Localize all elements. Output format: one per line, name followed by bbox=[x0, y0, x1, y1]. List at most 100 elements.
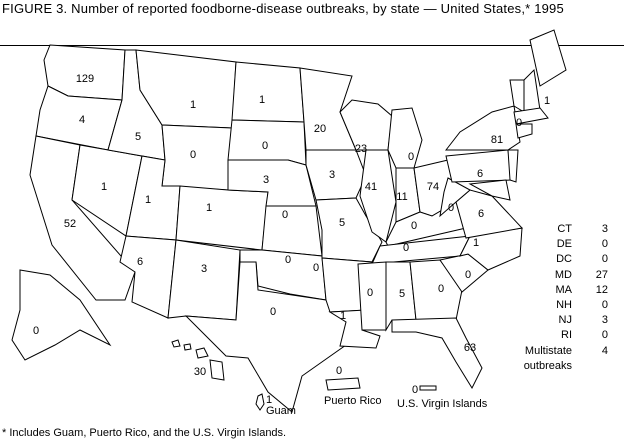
hawaii-island bbox=[171, 339, 181, 348]
state-value-ia: 3 bbox=[329, 169, 335, 181]
state-ks bbox=[261, 205, 323, 257]
legend-value: 3 bbox=[601, 223, 608, 235]
state-nj bbox=[507, 149, 519, 183]
legend-row: outbreaks bbox=[502, 359, 608, 374]
state-value-nv: 1 bbox=[101, 181, 107, 193]
state-value-ok: 0 bbox=[285, 254, 291, 266]
state-value-ne: 3 bbox=[263, 174, 269, 186]
state-value-co: 1 bbox=[206, 202, 212, 214]
state-value-ut: 1 bbox=[145, 194, 151, 206]
state-ga bbox=[409, 259, 463, 321]
state-value-or: 4 bbox=[79, 114, 85, 126]
state-value-ga: 0 bbox=[438, 283, 444, 295]
footnote: * Includes Guam, Puerto Rico, and the U.… bbox=[2, 427, 287, 439]
state-value-az: 6 bbox=[137, 256, 143, 268]
state-ak bbox=[11, 269, 112, 361]
state-value-al: 5 bbox=[399, 288, 405, 300]
state-value-il: 41 bbox=[365, 181, 377, 193]
state-fl bbox=[391, 317, 483, 390]
legend-row: Multistate 4 bbox=[502, 344, 608, 359]
legend-row: NH 0 bbox=[502, 298, 608, 313]
legend-row: NJ 3 bbox=[502, 313, 608, 328]
state-tx bbox=[184, 261, 347, 413]
legend-row: CT 3 bbox=[502, 222, 608, 237]
puerto-rico-value: 0 bbox=[336, 365, 343, 377]
state-value-wy: 0 bbox=[190, 149, 196, 161]
legend-value: 3 bbox=[601, 314, 608, 327]
state-value-ar: 0 bbox=[313, 262, 319, 274]
state-value-mo: 5 bbox=[339, 217, 345, 229]
legend-row: MD 27 bbox=[502, 268, 608, 283]
legend-row: RI 0 bbox=[502, 328, 608, 343]
state-value-in: 11 bbox=[396, 191, 407, 203]
state-value-wi: 23 bbox=[355, 143, 367, 155]
state-value-ny: 81 bbox=[491, 134, 503, 146]
state-value-mn: 20 bbox=[314, 123, 326, 135]
legend-label: RI bbox=[561, 329, 572, 342]
state-value-id: 5 bbox=[135, 131, 141, 143]
figure-title: FIGURE 3. Number of reported foodborne-d… bbox=[2, 1, 564, 16]
legend-row: MA 12 bbox=[502, 283, 609, 298]
legend-label: NJ bbox=[558, 314, 572, 327]
legend-label: DE bbox=[556, 238, 572, 251]
state-value-mi: 0 bbox=[408, 151, 414, 163]
legend-value: 0 bbox=[601, 299, 608, 312]
guam-label: Guam bbox=[266, 405, 296, 417]
legend-label: CT bbox=[557, 223, 572, 235]
state-value-me: 1 bbox=[544, 95, 550, 107]
state-value-tx: 0 bbox=[270, 306, 276, 318]
legend-label: MA bbox=[555, 283, 573, 296]
guam-shape bbox=[255, 393, 265, 411]
state-value-hi: 30 bbox=[194, 366, 206, 378]
state-ia bbox=[305, 149, 367, 201]
state-value-nc: 1 bbox=[473, 237, 479, 249]
hawaii-island bbox=[183, 343, 192, 351]
state-value-la: 1 bbox=[340, 310, 346, 322]
legend-label: NH bbox=[556, 299, 572, 312]
state-value-mt: 1 bbox=[190, 99, 196, 111]
legend-label: DC bbox=[556, 253, 572, 266]
guam-value: 1 bbox=[266, 394, 273, 406]
state-value-ca: 52 bbox=[64, 218, 76, 230]
legend-value: 0 bbox=[601, 238, 608, 251]
state-md bbox=[468, 179, 511, 201]
state-value-pa: 6 bbox=[477, 168, 483, 180]
state-value-oh: 74 bbox=[427, 181, 439, 193]
legend-value: 4 bbox=[601, 344, 608, 357]
state-ct bbox=[515, 123, 533, 139]
state-value-va: 6 bbox=[478, 208, 484, 220]
state-value-nm: 3 bbox=[201, 263, 207, 275]
legend-label: Multistate bbox=[524, 344, 572, 357]
puerto-rico-label: Puerto Rico bbox=[324, 395, 382, 407]
legend-value: 27 bbox=[595, 268, 608, 281]
state-value-ks: 0 bbox=[282, 209, 288, 221]
state-value-nd: 1 bbox=[259, 94, 265, 106]
state-co bbox=[175, 185, 269, 251]
virgin-islands-label: U.S. Virgin Islands bbox=[397, 398, 488, 410]
legend-label: MD bbox=[554, 268, 572, 281]
state-value-tn: 0 bbox=[403, 242, 409, 254]
legend-label: outbreaks bbox=[523, 359, 572, 372]
state-value-fl: 63 bbox=[464, 342, 476, 354]
state-value-ky: 0 bbox=[411, 220, 417, 232]
state-wv bbox=[439, 177, 471, 218]
legend-row: DE 0 bbox=[502, 237, 608, 252]
state-wy bbox=[161, 124, 233, 191]
state-value-wv: 0 bbox=[448, 202, 454, 214]
state-me bbox=[529, 29, 567, 87]
title-divider bbox=[0, 45, 624, 46]
state-nd bbox=[231, 61, 305, 123]
puerto-rico-shape bbox=[325, 377, 361, 391]
legend-value: 12 bbox=[595, 283, 608, 296]
state-value-ms: 0 bbox=[367, 287, 373, 299]
state-value-wa: 129 bbox=[76, 73, 94, 85]
state-mi bbox=[387, 107, 423, 169]
virgin-islands-shape bbox=[419, 385, 437, 391]
legend-value: 0 bbox=[601, 329, 608, 342]
state-value-ak: 0 bbox=[33, 325, 39, 337]
state-nm bbox=[167, 239, 241, 321]
legend-row: DC 0 bbox=[502, 252, 608, 267]
state-value-vt: 0 bbox=[516, 117, 522, 129]
